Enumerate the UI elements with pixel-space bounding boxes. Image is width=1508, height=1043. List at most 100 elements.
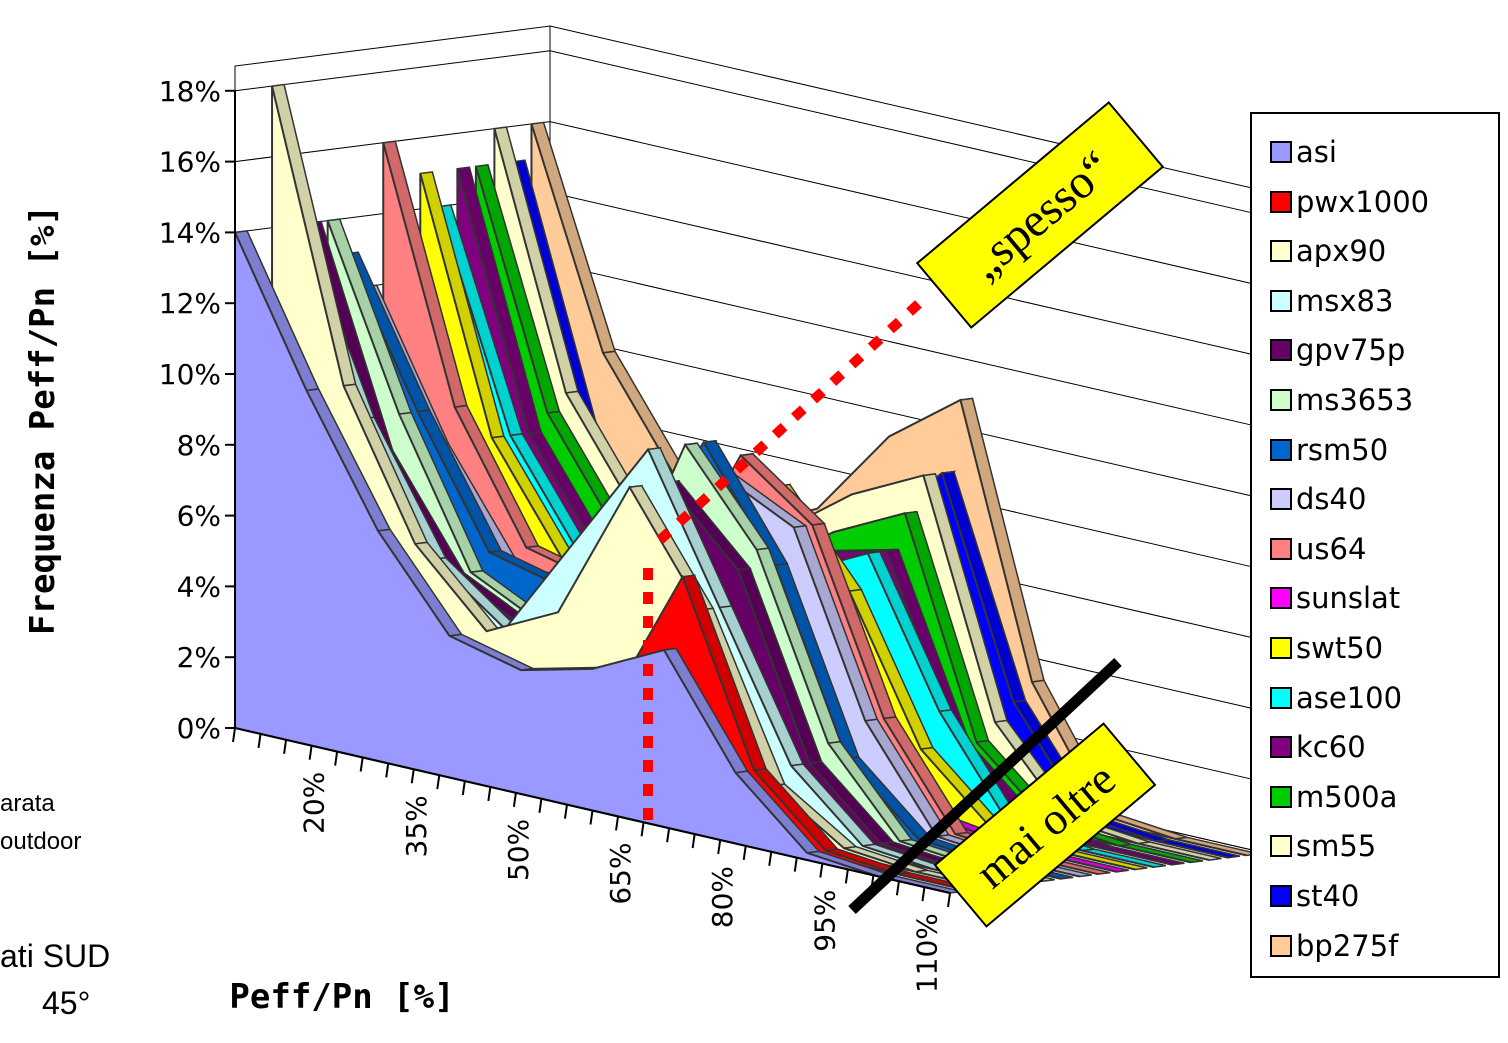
x-tick-mark xyxy=(385,763,390,778)
legend-swatch xyxy=(1270,934,1292,957)
x-tick-label: 65% xyxy=(604,842,637,904)
legend-swatch xyxy=(1270,835,1292,858)
legend-label: m500a xyxy=(1296,779,1398,814)
x-tick-mark xyxy=(487,786,492,802)
legend-swatch xyxy=(1270,537,1292,560)
legend-label: sunslat xyxy=(1296,581,1401,616)
gridline xyxy=(234,50,1266,217)
y-tick-label: 8% xyxy=(177,429,221,462)
x-tick-mark xyxy=(768,851,773,866)
legend-label: apx90 xyxy=(1296,234,1387,269)
x-tick-mark xyxy=(563,804,568,819)
x-tick-label: 110% xyxy=(910,913,943,993)
x-tick-mark xyxy=(844,869,849,884)
x-axis-title: Peff/Pn [%] xyxy=(229,977,454,1017)
legend-item-ds40: ds40 xyxy=(1270,479,1366,519)
x-tick-label: 50% xyxy=(502,819,535,881)
legend-swatch xyxy=(1270,339,1292,362)
legend-item-m500a: m500a xyxy=(1270,777,1397,817)
annotation-lines xyxy=(643,294,1122,915)
x-tick-label: 80% xyxy=(706,866,739,928)
x-tick-mark xyxy=(895,881,900,896)
y-tick-label: 10% xyxy=(159,358,221,391)
legend-item-apx90: apx90 xyxy=(1270,231,1386,271)
side-text-4: 45° xyxy=(42,985,91,1021)
side-text-3: ati SUD xyxy=(0,938,111,974)
legend-label: asi xyxy=(1296,135,1337,169)
x-tick-mark xyxy=(461,780,466,796)
legend-swatch xyxy=(1270,289,1292,312)
legend-swatch xyxy=(1270,141,1292,163)
y-tick-label: 4% xyxy=(177,570,221,603)
side-text-2: outdoor xyxy=(0,828,82,855)
series-asi xyxy=(233,230,963,894)
legend-item-swt50: swt50 xyxy=(1270,628,1383,668)
legend-label: us64 xyxy=(1296,531,1367,566)
legend-item-pwx1000: pwx1000 xyxy=(1270,182,1429,222)
x-tick-mark xyxy=(538,798,543,813)
y-tick-label: 14% xyxy=(159,216,221,249)
legend-label: kc60 xyxy=(1296,730,1366,765)
x-tick-mark xyxy=(921,886,926,902)
legend-item-sm55: sm55 xyxy=(1270,826,1376,866)
x-tick-mark xyxy=(589,810,594,825)
y-tick-label: 6% xyxy=(177,500,221,533)
side-text-1: arata xyxy=(0,790,55,817)
x-tick-mark xyxy=(436,775,441,790)
y-tick-label: 16% xyxy=(159,146,221,179)
legend-swatch xyxy=(1270,686,1292,709)
x-axis-ticks: 20% 35% 50% 65% 80% 95% 110% xyxy=(232,727,951,993)
legend-item-msx83: msx83 xyxy=(1270,281,1393,321)
legend-item-sunslat: sunslat xyxy=(1270,578,1400,618)
legend-swatch xyxy=(1270,240,1292,263)
x-tick-mark xyxy=(283,739,288,754)
y-tick-label: 2% xyxy=(177,641,221,674)
y-axis-title: Frequenza Peff/Pn [%] xyxy=(23,205,63,635)
x-tick-mark xyxy=(793,857,798,872)
legend-swatch xyxy=(1270,736,1292,759)
legend-swatch xyxy=(1270,587,1292,610)
legend-label: ase100 xyxy=(1296,680,1403,715)
x-tick-mark xyxy=(717,839,722,855)
x-tick-mark xyxy=(232,727,236,743)
y-tick-label: 12% xyxy=(159,287,221,320)
legend-label: msx83 xyxy=(1296,283,1394,318)
legend-swatch xyxy=(1270,488,1292,511)
x-tick-mark xyxy=(742,845,747,860)
x-tick-mark xyxy=(308,745,313,760)
x-tick-mark xyxy=(359,757,364,772)
x-tick-mark xyxy=(640,822,645,837)
legend-swatch xyxy=(1270,389,1292,411)
legend-item-rsm50: rsm50 xyxy=(1270,430,1388,470)
x-tick-label: 95% xyxy=(808,890,841,952)
y-axis-ticks: 0% 2% 4% 6% 8% 10% 12% 14% 16% 18% xyxy=(159,75,235,745)
legend-label: swt50 xyxy=(1296,631,1384,665)
x-tick-mark xyxy=(334,751,339,766)
legend-label: bp275f xyxy=(1296,928,1399,963)
legend-item-kc60: kc60 xyxy=(1270,727,1366,767)
legend-item-bp275f: bp275f xyxy=(1270,926,1398,966)
legend-label: sm55 xyxy=(1296,829,1377,864)
limit-line xyxy=(848,657,1122,915)
legend-item-us64: us64 xyxy=(1270,529,1366,569)
legend-item-ms3653: ms3653 xyxy=(1270,380,1413,420)
x-tick-mark xyxy=(410,769,415,784)
x-tick-label: 20% xyxy=(298,772,331,834)
x-tick-mark xyxy=(615,816,620,831)
legend-item-ase100: ase100 xyxy=(1270,678,1402,718)
y-tick-label: 0% xyxy=(177,712,221,745)
legend-item-gpv75p: gpv75p xyxy=(1270,330,1405,370)
legend: asi pwx1000 apx90 msx83 gpv75p ms3653 rsm50 ds4… xyxy=(1250,112,1500,978)
x-tick-mark xyxy=(512,792,517,807)
y-tick-label: 18% xyxy=(159,75,221,108)
legend-swatch xyxy=(1270,785,1292,808)
legend-label: ms3653 xyxy=(1296,383,1414,417)
legend-label: rsm50 xyxy=(1296,432,1389,467)
legend-label: st40 xyxy=(1296,879,1360,913)
x-tick-mark xyxy=(947,892,951,908)
legend-label: gpv75p xyxy=(1296,333,1406,368)
legend-swatch xyxy=(1270,637,1292,659)
legend-swatch xyxy=(1270,190,1292,213)
legend-item-st40: st40 xyxy=(1270,876,1359,916)
